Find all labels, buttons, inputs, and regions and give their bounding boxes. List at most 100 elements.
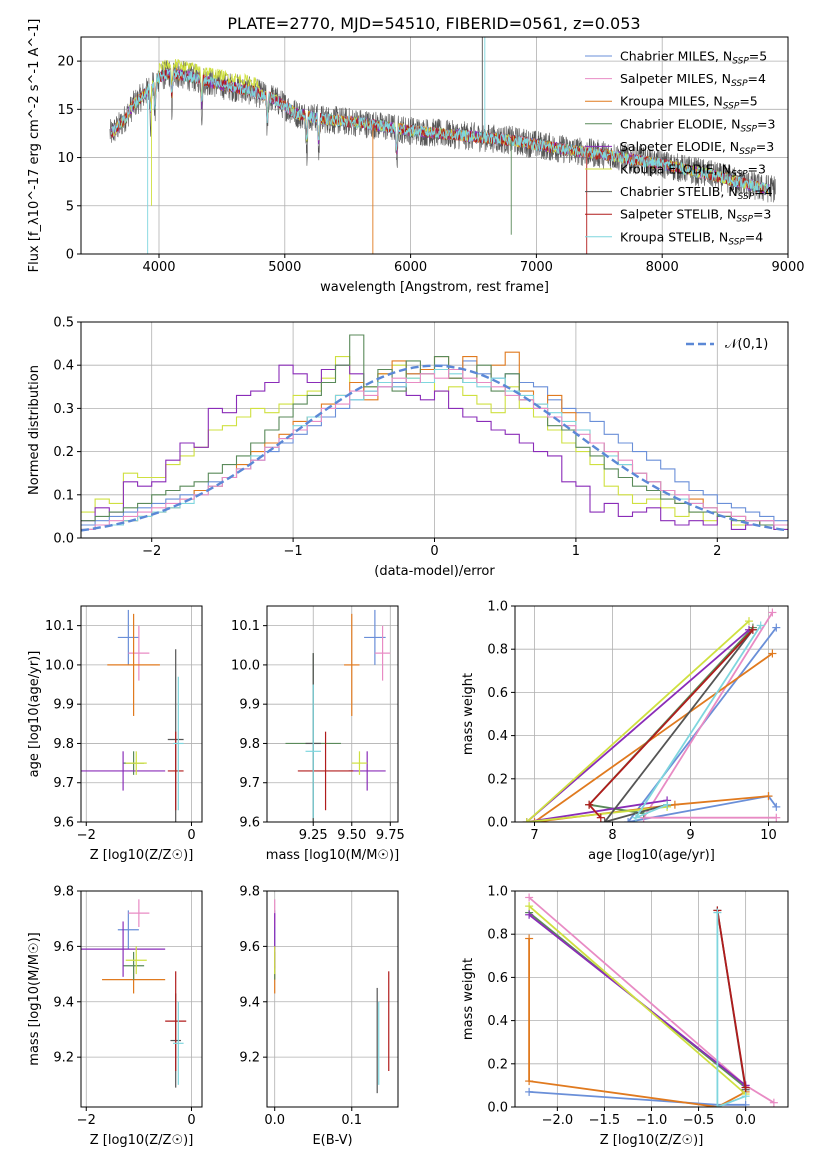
legend-label: 𝒩(0,1) <box>725 337 768 352</box>
y-axis-label: Flux [f_λ10^-17 erg cm^-2 s^-1 A^-1] <box>27 19 42 273</box>
y-tick-label: 0.4 <box>487 1014 508 1029</box>
figure-title: PLATE=2770, MJD=54510, FIBERID=0561, z=0… <box>227 14 640 33</box>
axes-frame <box>514 605 789 823</box>
panel-age-vs-Z: −2 0 9.6 9.7 9.8 9.9 10.0 10.1 Z [log10(Z/Z☉)] ag… <box>27 605 203 863</box>
x-tick-label: 0.0 <box>735 1113 756 1128</box>
y-tick-label: 10.1 <box>231 619 260 634</box>
y-tick-label: 0.4 <box>487 729 508 744</box>
legend-label: Salpeter MILES, NSSP=4 <box>620 71 766 89</box>
x-tick-label: 9000 <box>771 260 804 275</box>
y-tick-label: 9.6 <box>239 940 260 955</box>
panel-massweight-vs-age: 7 8 9 10 0.0 0.2 0.4 0.6 0.8 1.0 age [log10(age/yr… <box>461 600 789 863</box>
x-tick-label: 7000 <box>520 260 553 275</box>
weight-line-7 <box>716 910 747 1088</box>
axes-frame <box>266 890 399 1108</box>
y-tick-label: 10.0 <box>45 658 74 673</box>
y-tick-label: 9.6 <box>53 940 74 955</box>
y-axis-label: age [log10(age/yr)] <box>27 651 42 778</box>
grid <box>81 890 202 1107</box>
y-tick-label: 9.4 <box>53 995 74 1010</box>
y-tick-label: 0.6 <box>487 686 508 701</box>
axes-frame <box>266 605 399 823</box>
x-tick-label: 0 <box>430 544 438 559</box>
legend-count: =4 <box>748 71 766 86</box>
x-tick-label: 5000 <box>268 260 301 275</box>
legend-count: =3 <box>753 207 771 222</box>
legend-count: =4 <box>754 184 772 199</box>
panel-massweight-vs-Z: −2.0 −1.5 −1.0 −0.5 0.0 0.0 0.2 0.4 0.6 0.8 1.0 Z [… <box>461 885 789 1148</box>
plot-area <box>285 609 391 822</box>
x-tick-label: −1.5 <box>589 1113 621 1128</box>
legend-subscript: SSP <box>738 192 755 202</box>
y-tick-label: 9.7 <box>53 776 74 791</box>
grid <box>81 321 788 539</box>
y-tick-label: 0 <box>66 248 74 263</box>
weight-line-6 <box>603 629 754 822</box>
x-tick-label: 0.1 <box>341 1113 362 1128</box>
grid <box>267 606 398 823</box>
y-tick-label: 0.1 <box>53 488 74 503</box>
plot-area <box>81 334 788 532</box>
y-tick-label: 9.8 <box>239 737 260 752</box>
weight-line-2 <box>528 938 747 1107</box>
x-tick-label: 9.25 <box>299 828 328 843</box>
y-axis-label: Normed distribution <box>27 365 42 495</box>
y-tick-label: 0.0 <box>53 532 74 547</box>
legend-subscript: SSP <box>731 79 748 89</box>
x-tick-label: 1 <box>572 544 580 559</box>
y-tick-label: 0.8 <box>487 643 508 658</box>
x-tick-label: 9.75 <box>376 828 405 843</box>
legend-subscript: SSP <box>732 57 749 67</box>
legend-count: =3 <box>748 162 766 177</box>
y-tick-label: 5 <box>66 199 74 214</box>
x-tick-label: 0 <box>187 1113 195 1128</box>
weight-line-8 <box>633 624 762 820</box>
x-tick-label: 4000 <box>142 260 175 275</box>
legend-subscript: SSP <box>723 102 740 112</box>
x-axis-label: Z [log10(Z/Z☉)] <box>90 848 194 863</box>
legend: 𝒩(0,1) <box>686 337 768 352</box>
normal-curve <box>81 364 788 532</box>
y-tick-label: 9.6 <box>53 816 74 831</box>
legend-label: Chabrier MILES, NSSP=5 <box>620 49 767 67</box>
grid <box>81 606 202 823</box>
x-tick-label: −2.0 <box>542 1113 574 1128</box>
weight-line-4 <box>525 629 750 822</box>
y-tick-label: 1.0 <box>487 885 508 900</box>
legend-subscript: SSP <box>731 170 748 180</box>
x-tick-label: 0 <box>187 828 195 843</box>
weight-line-8 <box>716 912 746 1107</box>
x-tick-label: 2 <box>713 544 721 559</box>
x-tick-label: 9 <box>686 828 694 843</box>
x-tick-label: 6000 <box>394 260 427 275</box>
legend-subscript: SSP <box>736 215 753 225</box>
legend-count: =5 <box>739 94 757 109</box>
legend-label: Salpeter STELIB, NSSP=3 <box>620 207 771 225</box>
y-tick-label: 0.0 <box>487 1101 508 1116</box>
y-tick-label: 15 <box>57 103 74 118</box>
legend-count: =5 <box>749 49 767 64</box>
y-tick-label: 9.8 <box>239 885 260 900</box>
panel-mass-vs-EBV: 0.0 0.1 9.2 9.4 9.6 9.8 E(B-V) <box>239 885 399 1148</box>
x-axis-label: (data-model)/error <box>374 564 495 579</box>
x-axis-label: age [log10(age/yr)] <box>588 848 715 863</box>
y-tick-label: 0.2 <box>487 772 508 787</box>
y-tick-label: 9.6 <box>239 816 260 831</box>
grid <box>515 890 788 1108</box>
y-tick-label: 0.4 <box>53 359 74 374</box>
y-tick-label: 9.2 <box>53 1051 74 1066</box>
legend-subscript: SSP <box>740 124 757 134</box>
spectrum-line-8 <box>110 68 770 194</box>
legend-label: Salpeter ELODIE, NSSP=3 <box>620 139 774 157</box>
legend-count: =3 <box>757 116 775 131</box>
y-tick-label: 0.2 <box>487 1057 508 1072</box>
x-tick-label: −2 <box>142 544 161 559</box>
legend-label: Kroupa ELODIE, NSSP=3 <box>620 162 766 180</box>
x-tick-label: 9.50 <box>337 828 366 843</box>
weight-line-7 <box>587 629 754 819</box>
legend-label: Chabrier STELIB, NSSP=4 <box>620 184 773 202</box>
legend-subscript: SSP <box>728 237 745 247</box>
y-tick-label: 9.8 <box>53 737 74 752</box>
legend: Chabrier MILES, NSSP=5 Salpeter MILES, NS… <box>585 49 775 247</box>
